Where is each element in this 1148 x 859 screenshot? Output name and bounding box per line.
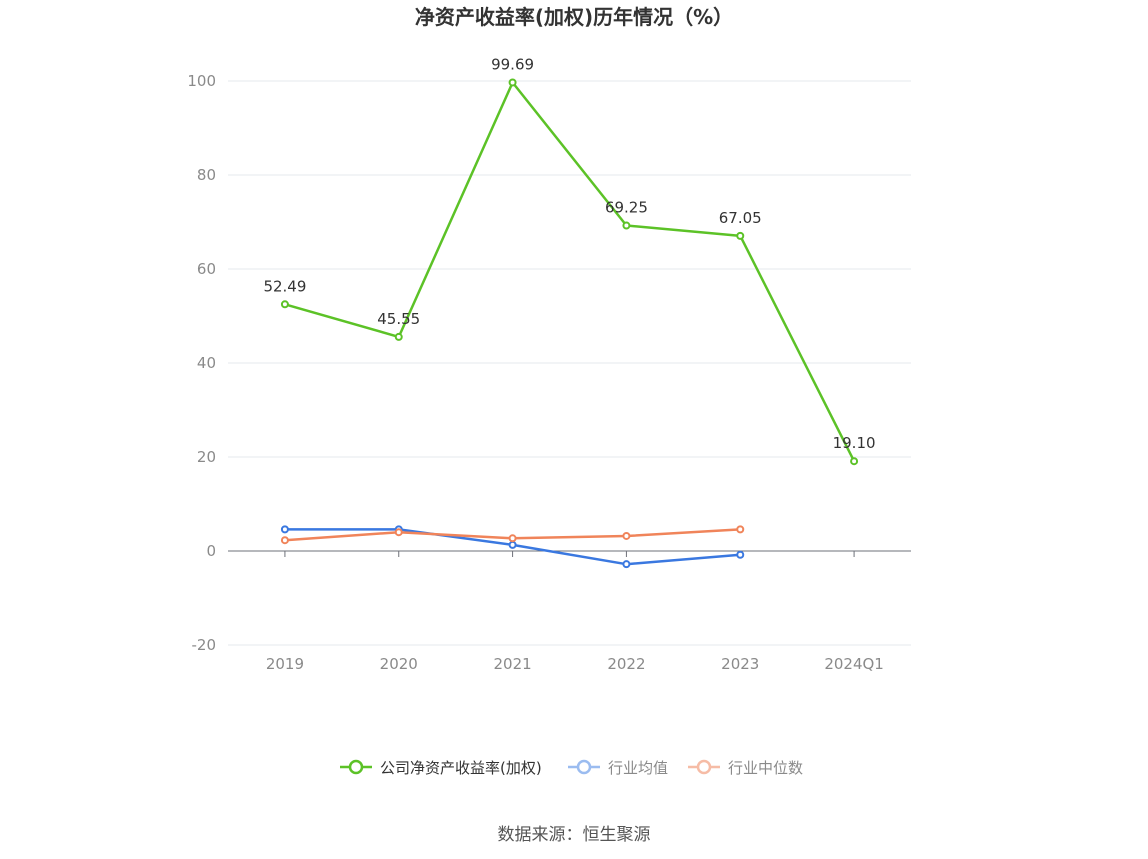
- y-tick-label: 40: [197, 354, 216, 372]
- grid-lines: [228, 80, 911, 646]
- legend-item[interactable]: 行业中位数: [688, 759, 803, 777]
- data-label: 67.05: [719, 209, 762, 227]
- data-point: [280, 525, 289, 534]
- y-tick-label: 0: [206, 542, 216, 560]
- legend-marker-icon: [348, 759, 364, 775]
- legend-label: 行业中位数: [728, 759, 803, 777]
- data-point: [850, 457, 859, 466]
- data-point: [508, 540, 517, 549]
- x-tick-label: 2022: [607, 655, 645, 673]
- y-tick-label: 20: [197, 448, 216, 466]
- y-tick-label: 60: [197, 260, 216, 278]
- chart-title: 净资产收益率(加权)历年情况（%）: [415, 5, 733, 29]
- data-label: 19.10: [833, 434, 876, 452]
- data-label: 52.49: [263, 277, 306, 295]
- data-point: [622, 560, 631, 569]
- data-point: [622, 531, 631, 540]
- x-axis: 2019 2020 2021 2022 2023 2024Q1: [228, 550, 911, 673]
- series-lines: [280, 78, 859, 569]
- data-source: 数据来源：恒生聚源: [498, 825, 651, 845]
- data-label: 99.69: [491, 55, 534, 73]
- legend: 公司净资产收益率(加权) 行业均值 行业中位数: [340, 759, 803, 777]
- legend-label: 公司净资产收益率(加权): [380, 759, 542, 777]
- legend-item[interactable]: 公司净资产收益率(加权): [340, 759, 542, 777]
- y-tick-label: 80: [197, 166, 216, 184]
- data-label: 69.25: [605, 199, 648, 217]
- legend-marker-icon: [576, 759, 592, 775]
- x-tick-label: 2021: [493, 655, 531, 673]
- x-tick-label: 2024Q1: [824, 655, 884, 673]
- data-point: [280, 300, 289, 309]
- data-labels: 52.49 45.55 99.69 69.25 67.05 19.10: [263, 55, 875, 452]
- data-point: [736, 525, 745, 534]
- y-tick-label: -20: [192, 636, 217, 654]
- series-line: [284, 81, 856, 462]
- y-axis: -20 0 20 40 60 80 100: [187, 72, 216, 654]
- legend-label: 行业均值: [608, 759, 668, 777]
- data-point: [508, 534, 517, 543]
- data-point: [394, 332, 403, 341]
- data-point: [280, 536, 289, 545]
- x-tick-label: 2019: [266, 655, 304, 673]
- y-tick-label: 100: [187, 72, 216, 90]
- x-tick-label: 2020: [380, 655, 418, 673]
- legend-marker-icon: [696, 759, 712, 775]
- data-point: [394, 528, 403, 537]
- data-point: [508, 78, 517, 87]
- x-tick-label: 2023: [721, 655, 759, 673]
- legend-item[interactable]: 行业均值: [568, 759, 668, 777]
- data-point: [736, 231, 745, 240]
- data-label: 45.55: [377, 310, 420, 328]
- data-point: [736, 550, 745, 559]
- data-point: [622, 221, 631, 230]
